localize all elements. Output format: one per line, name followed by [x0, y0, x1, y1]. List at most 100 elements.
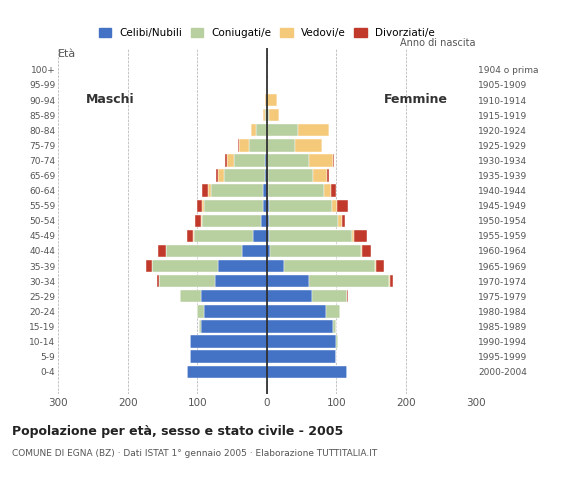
Bar [333, 154, 334, 167]
Bar [267, 184, 268, 197]
Bar [267, 305, 326, 318]
Bar [267, 139, 295, 152]
Bar [309, 275, 389, 288]
Bar [208, 184, 211, 197]
Bar [267, 109, 269, 121]
Bar [218, 169, 224, 182]
Bar [375, 260, 376, 272]
Bar [376, 260, 385, 272]
Bar [269, 109, 280, 121]
Bar [298, 124, 329, 136]
Bar [187, 365, 267, 378]
Bar [202, 184, 208, 197]
Bar [326, 305, 340, 318]
Bar [284, 260, 375, 272]
Bar [204, 200, 263, 212]
Bar [353, 230, 354, 242]
Bar [197, 305, 204, 318]
Bar [269, 200, 332, 212]
Bar [216, 169, 218, 182]
Bar [263, 109, 264, 121]
Bar [267, 94, 277, 106]
Bar [267, 350, 336, 363]
Bar [267, 365, 347, 378]
Bar [266, 169, 267, 182]
Bar [266, 154, 267, 167]
Text: Anno di nascita: Anno di nascita [400, 38, 476, 48]
Bar [312, 290, 347, 302]
Bar [146, 260, 152, 272]
Bar [362, 245, 371, 257]
Bar [202, 215, 261, 227]
Bar [263, 184, 267, 197]
Bar [239, 139, 249, 152]
Bar [361, 245, 362, 257]
Bar [201, 320, 267, 333]
Bar [193, 230, 194, 242]
Bar [390, 275, 393, 288]
Bar [336, 336, 338, 348]
Text: Età: Età [58, 49, 76, 60]
Bar [268, 184, 324, 197]
Text: Femmine: Femmine [384, 93, 448, 106]
Bar [313, 169, 327, 182]
Bar [256, 124, 267, 136]
Bar [202, 200, 204, 212]
Bar [158, 245, 166, 257]
Bar [215, 275, 267, 288]
Bar [347, 290, 348, 302]
Bar [190, 336, 267, 348]
Bar [354, 230, 367, 242]
Bar [180, 290, 201, 302]
Bar [309, 154, 333, 167]
Text: Popolazione per età, sesso e stato civile - 2005: Popolazione per età, sesso e stato civil… [12, 425, 343, 438]
Bar [270, 245, 361, 257]
Bar [295, 139, 322, 152]
Bar [152, 260, 218, 272]
Bar [187, 230, 193, 242]
Bar [337, 200, 347, 212]
Bar [267, 336, 336, 348]
Text: COMUNE DI EGNA (BZ) · Dati ISTAT 1° gennaio 2005 · Elaborazione TUTTITALIA.IT: COMUNE DI EGNA (BZ) · Dati ISTAT 1° genn… [12, 449, 377, 458]
Bar [195, 215, 201, 227]
Bar [267, 124, 298, 136]
Bar [261, 215, 267, 227]
Bar [267, 245, 270, 257]
Bar [211, 184, 263, 197]
Bar [331, 184, 336, 197]
Text: Maschi: Maschi [86, 93, 135, 106]
Bar [327, 169, 329, 182]
Bar [267, 169, 268, 182]
Bar [342, 215, 346, 227]
Bar [264, 94, 267, 106]
Bar [190, 350, 267, 363]
Bar [225, 154, 227, 167]
Bar [389, 275, 390, 288]
Bar [264, 109, 267, 121]
Bar [204, 305, 267, 318]
Bar [201, 215, 202, 227]
Bar [249, 139, 267, 152]
Bar [194, 230, 253, 242]
Bar [267, 215, 269, 227]
Bar [333, 320, 336, 333]
Bar [200, 320, 201, 333]
Bar [267, 320, 333, 333]
Bar [263, 200, 267, 212]
Bar [197, 200, 202, 212]
Bar [227, 154, 234, 167]
Bar [267, 154, 309, 167]
Bar [224, 169, 266, 182]
Bar [238, 139, 239, 152]
Bar [251, 124, 256, 136]
Bar [324, 184, 331, 197]
Bar [234, 154, 266, 167]
Bar [159, 275, 215, 288]
Bar [267, 200, 269, 212]
Bar [332, 200, 337, 212]
Bar [269, 215, 339, 227]
Bar [269, 230, 353, 242]
Bar [339, 215, 342, 227]
Bar [242, 245, 267, 257]
Bar [157, 275, 159, 288]
